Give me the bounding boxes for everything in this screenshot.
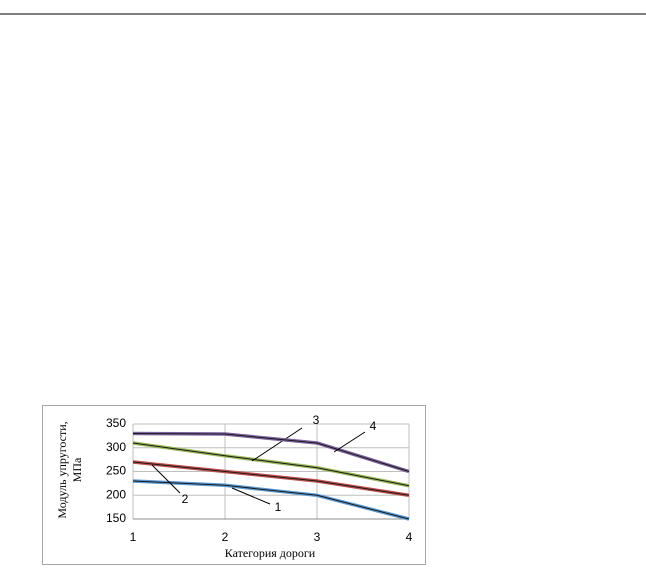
y-axis-label: МПа: [70, 457, 84, 482]
y-tick-label: 250: [106, 464, 126, 478]
series-line-core: [132, 433, 410, 472]
series-line-core: [132, 480, 410, 520]
y-tick-label: 200: [106, 487, 126, 501]
x-tick-label: 2: [222, 530, 229, 544]
series-label: 4: [370, 419, 377, 433]
callout-leader: [231, 487, 271, 505]
callout-leader: [151, 464, 181, 494]
callout-leader: [333, 431, 366, 453]
series-label: 2: [182, 492, 189, 506]
series-line-core: [132, 442, 410, 487]
y-tick-label: 350: [106, 416, 126, 430]
series-label: 1: [275, 500, 282, 514]
y-tick-label: 150: [106, 511, 126, 525]
x-axis-label: Категория дороги: [225, 546, 316, 560]
callout-leader: [251, 427, 303, 462]
y-axis-label: Модуль упругости,: [55, 421, 69, 518]
y-tick-label: 300: [106, 440, 126, 454]
x-tick-label: 1: [130, 530, 137, 544]
series-line-core: [132, 461, 410, 496]
x-tick-label: 4: [406, 530, 413, 544]
x-tick-label: 3: [314, 530, 321, 544]
series-label: 3: [313, 413, 320, 427]
